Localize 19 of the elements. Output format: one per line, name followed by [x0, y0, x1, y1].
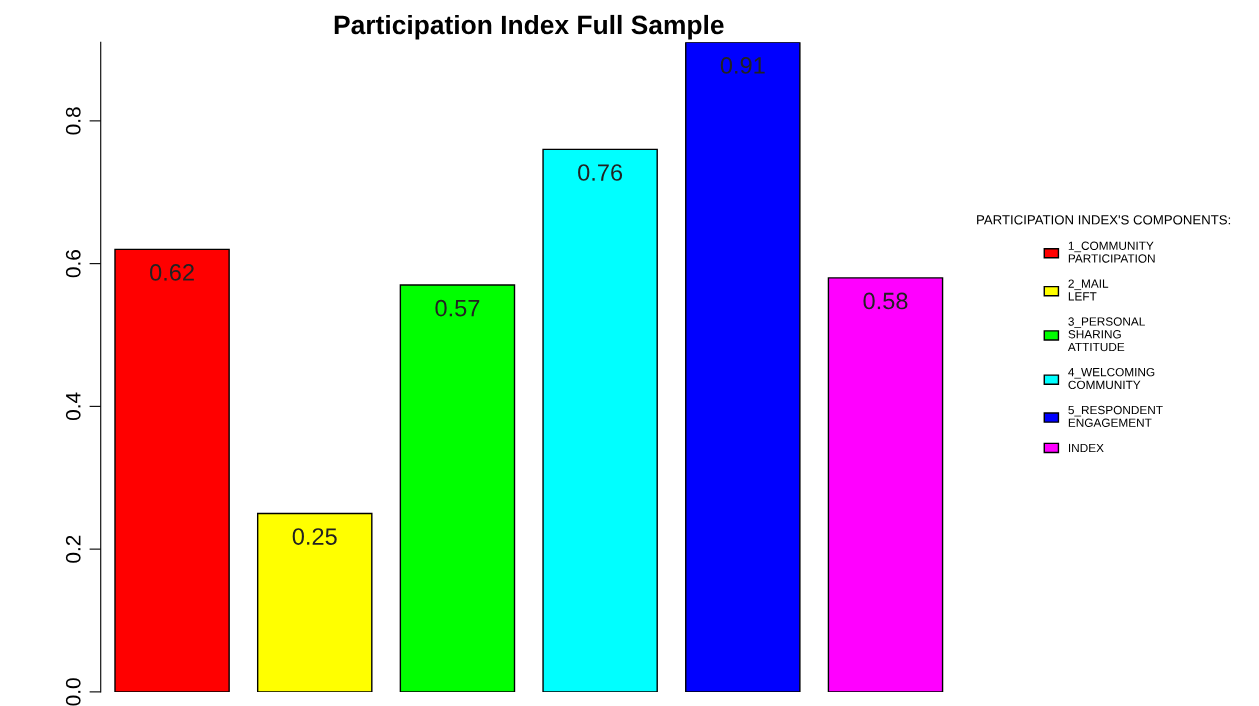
- legend-label: 3_PERSONAL SHARING ATTITUDE: [1067, 317, 1145, 352]
- data-label: 0.25: [292, 528, 337, 545]
- legend-label: INDEX: [1068, 443, 1104, 453]
- legend-title: PARTICIPATION INDEX'S COMPONENTS:: [977, 215, 1231, 225]
- data-label: 0.57: [435, 299, 480, 317]
- legend-label: 5_RESPONDENT ENGAGEMENT: [1068, 405, 1163, 427]
- legend-label: 2_MAIL LEFT: [1068, 279, 1109, 301]
- data-label: 0.76: [578, 164, 623, 181]
- y-tick-label: 0.8: [65, 107, 81, 135]
- data-label: 0.58: [863, 292, 908, 310]
- y-tick-label: 0.4: [65, 392, 81, 421]
- legend-label: 4_WELCOMING COMMUNITY: [1068, 367, 1155, 390]
- chart-title: Participation Index Full Sample: [334, 14, 724, 40]
- data-label: 0.91: [720, 57, 765, 74]
- y-tick-label: 0.2: [65, 535, 81, 563]
- y-tick-label: 0.0: [65, 678, 81, 706]
- data-label: 0.62: [150, 264, 194, 281]
- y-tick-label: 0.6: [65, 250, 81, 278]
- legend-label: 1_COMMUNITY PARTICIPATION: [1068, 241, 1155, 263]
